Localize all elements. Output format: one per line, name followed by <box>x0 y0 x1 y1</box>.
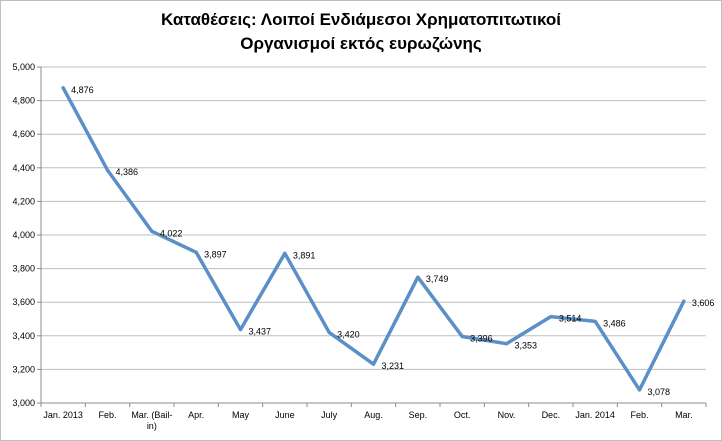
data-label: 3,897 <box>204 249 227 259</box>
y-tick-label: 5,000 <box>12 62 35 72</box>
y-tick-label: 4,800 <box>12 96 35 106</box>
y-tick-label: 4,600 <box>12 129 35 139</box>
x-tick-label: Apr. <box>188 410 204 420</box>
data-point <box>416 276 419 279</box>
data-point <box>62 86 65 89</box>
data-point <box>682 300 685 303</box>
data-point <box>372 363 375 366</box>
data-label: 3,437 <box>249 327 272 337</box>
x-tick-label: Nov. <box>498 410 516 420</box>
data-label: 4,386 <box>116 167 139 177</box>
x-tick-label: Sep. <box>409 410 428 420</box>
data-label: 3,891 <box>293 250 316 260</box>
data-label: 3,396 <box>470 333 493 343</box>
data-point <box>328 331 331 334</box>
y-tick-label: 3,000 <box>12 398 35 408</box>
data-labels: 4,876 4,386 4,022 3,897 3,437 3,891 3,420 3,231… <box>71 85 714 397</box>
x-tick-label: Feb. <box>630 410 648 420</box>
data-point <box>594 320 597 323</box>
data-label: 3,231 <box>382 361 405 371</box>
data-label: 3,420 <box>337 329 360 339</box>
x-tick-label: June <box>275 410 295 420</box>
y-tick-label: 4,000 <box>12 230 35 240</box>
y-tick-label: 4,400 <box>12 163 35 173</box>
x-tick-label: May <box>232 410 250 420</box>
x-axis: Jan. 2013 Feb. Mar. (Bail-in) Apr. May June Ju… <box>41 403 706 431</box>
x-tick-label: Oct. <box>454 410 471 420</box>
data-point <box>283 252 286 255</box>
data-label: 3,514 <box>559 314 582 324</box>
y-tick-label: 3,400 <box>12 331 35 341</box>
data-point <box>549 315 552 318</box>
data-point <box>239 328 242 331</box>
data-point <box>150 230 153 233</box>
data-label: 3,486 <box>603 318 626 328</box>
x-tick-label: Jan. 2014 <box>575 410 615 420</box>
x-tick-label: Dec. <box>542 410 561 420</box>
data-point <box>195 251 198 254</box>
data-label: 3,078 <box>648 387 671 397</box>
x-tick-label: Aug. <box>364 410 383 420</box>
y-axis: 3,000 3,200 3,400 3,600 3,800 4,000 4,200 4,400… <box>12 62 41 408</box>
x-tick-label: Mar. (Bail-in) <box>131 410 172 431</box>
data-label: 3,353 <box>515 341 538 351</box>
series-deposits <box>62 86 686 391</box>
series-line <box>63 88 684 390</box>
data-point <box>106 169 109 172</box>
data-label: 3,749 <box>426 274 449 284</box>
x-tick-label: July <box>321 410 338 420</box>
x-tick-label: Mar. <box>675 410 693 420</box>
y-tick-label: 4,200 <box>12 196 35 206</box>
gridlines <box>41 67 706 403</box>
y-tick-label: 3,800 <box>12 264 35 274</box>
x-tick-label: Feb. <box>98 410 116 420</box>
y-tick-label: 3,600 <box>12 297 35 307</box>
data-point <box>638 388 641 391</box>
data-label: 3,606 <box>692 298 715 308</box>
data-label: 4,876 <box>71 85 94 95</box>
data-point <box>461 335 464 338</box>
data-label: 4,022 <box>160 228 183 238</box>
y-tick-label: 3,200 <box>12 364 35 374</box>
data-point <box>505 342 508 345</box>
x-tick-label: Jan. 2013 <box>43 410 83 420</box>
